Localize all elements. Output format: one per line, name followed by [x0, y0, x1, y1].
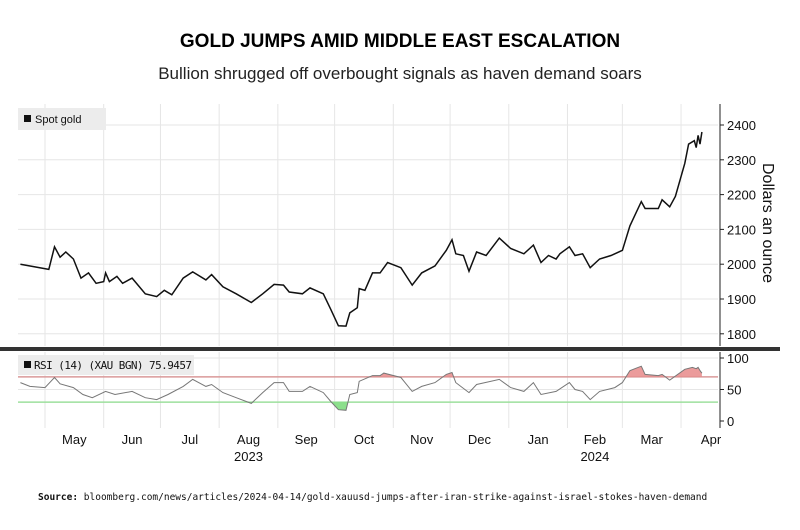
- oversold-fill: [247, 402, 348, 411]
- x-tick-label: Nov: [410, 432, 434, 447]
- x-tick-label: Feb: [584, 432, 606, 447]
- y-tick-label: 2000: [727, 257, 756, 272]
- x-tick-label: Sep: [295, 432, 318, 447]
- y-tick-label: 1800: [727, 327, 756, 342]
- x-tick-label: Oct: [354, 432, 375, 447]
- rsi-tick-label: 50: [727, 383, 741, 398]
- rsi-tick-label: 0: [727, 414, 734, 429]
- x-tick-label: Jul: [182, 432, 199, 447]
- y-tick-label: 1900: [727, 292, 756, 307]
- y-tick-label: 2200: [727, 188, 756, 203]
- x-tick-label: Jun: [122, 432, 143, 447]
- x-tick-label: Jan: [528, 432, 549, 447]
- y-axis-label: Dollars an ounce: [759, 163, 776, 283]
- legend-box-rsi: [18, 355, 194, 375]
- legend-swatch-spot-gold: [24, 115, 31, 122]
- x-tick-label: Dec: [468, 432, 492, 447]
- x-year-label: 2023: [234, 449, 263, 464]
- x-year-label: 2024: [580, 449, 609, 464]
- rsi-tick-label: 100: [727, 351, 749, 366]
- legend-rsi: RSI (14) (XAU BGN) 75.9457: [34, 359, 192, 372]
- x-tick-label: Mar: [641, 432, 664, 447]
- x-tick-label: May: [62, 432, 87, 447]
- chart-subtitle: Bullion shrugged off overbought signals …: [158, 64, 642, 83]
- legend-box-spot-gold: [18, 108, 106, 130]
- chart-title: GOLD JUMPS AMID MIDDLE EAST ESCALATION: [179, 31, 621, 52]
- y-tick-label: 2300: [727, 153, 756, 168]
- source-url[interactable]: bloomberg.com/news/articles/2024-04-14/g…: [83, 492, 708, 503]
- gridlines: [18, 104, 718, 428]
- source-note: Source: bloomberg.com/news/articles/2024…: [38, 492, 707, 503]
- x-tick-label: Apr: [701, 432, 722, 447]
- source-label: Source:: [38, 492, 79, 503]
- y-tick-label: 2100: [727, 222, 756, 237]
- rsi-line: [20, 365, 703, 411]
- y-tick-label: 2400: [727, 118, 756, 133]
- legend-swatch-rsi: [24, 361, 31, 368]
- x-tick-label: Aug: [237, 432, 260, 447]
- spot-gold-line: [20, 131, 703, 327]
- legend-spot-gold: Spot gold: [35, 114, 81, 126]
